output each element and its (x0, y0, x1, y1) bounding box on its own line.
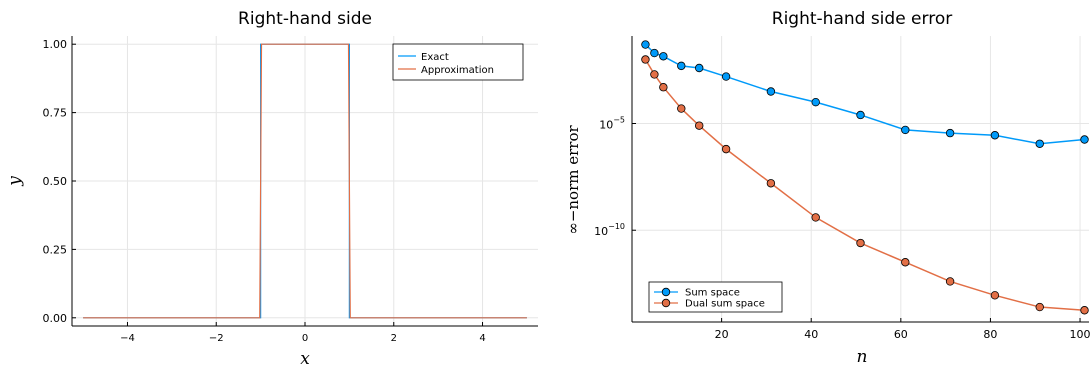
x-tick-label: 2 (391, 333, 397, 344)
y-tick-label: 1.00 (43, 38, 68, 51)
data-point-sum-space (721, 72, 731, 81)
x-tick-label: 4 (479, 333, 485, 344)
y-tick-label: 10−10 (594, 222, 625, 238)
data-point-sum-space (659, 52, 668, 61)
y-tick-label: 10−5 (599, 116, 625, 132)
legend-label-approximation: Approximation (421, 65, 494, 76)
y-tick-label: 0.00 (43, 312, 68, 325)
y-axis-label: y (5, 176, 25, 187)
data-point-dual-sum-space (811, 213, 820, 222)
x-tick-label: 20 (715, 328, 729, 341)
chart-title: Right-hand side error (772, 9, 952, 29)
data-point-dual-sum-space (641, 55, 650, 64)
tick-labels: −4 −2 0 2 4 0.00 0.25 0.50 0.75 1.00 (43, 38, 486, 344)
data-point-dual-sum-space (856, 238, 865, 248)
legend-marker-sum-space (661, 287, 671, 297)
data-point-sum-space (856, 110, 865, 120)
data-point-dual-sum-space (721, 144, 731, 154)
chart-right-hand-side: Right-hand side −4 −2 0 2 4 0.00 0.25 0.50 0.75 1… (5, 9, 538, 369)
data-point-dual-sum-space (945, 277, 955, 286)
data-point-dual-sum-space (650, 70, 659, 79)
data-point-sum-space (901, 125, 910, 135)
legend-label-exact: Exact (421, 52, 449, 63)
x-tick-label: 100 (1070, 328, 1091, 341)
chart-right-hand-side-error: Right-hand side error 20 40 60 80 100 10−5 10−… (564, 9, 1091, 367)
data-point-sum-space (811, 97, 820, 107)
series-line-approximation (83, 43, 527, 319)
x-tick-label: 0 (302, 333, 308, 344)
data-point-dual-sum-space (695, 121, 704, 130)
x-tick-label: −2 (209, 333, 224, 344)
data-point-dual-sum-space (990, 291, 1000, 300)
y-tick-label: 0.75 (43, 107, 68, 120)
axes (631, 36, 1089, 323)
data-point-sum-space (677, 61, 686, 71)
data-point-sum-space (641, 40, 650, 49)
legend-box (392, 43, 524, 81)
data-point-dual-sum-space (1035, 302, 1044, 312)
y-tick-label: 0.25 (43, 243, 68, 256)
data-point-sum-space (1080, 135, 1089, 144)
series-lines (83, 43, 527, 319)
x-axis-label: n (857, 347, 868, 367)
x-tick-label: −4 (120, 333, 135, 344)
x-tick-label: 60 (894, 328, 908, 341)
data-point-sum-space (1035, 139, 1044, 148)
x-tick-label: 80 (983, 328, 997, 341)
series-line-sum-space (644, 43, 1085, 145)
x-axis-label: x (300, 349, 310, 369)
data-point-dual-sum-space (766, 179, 776, 188)
y-axis-label: ∞−norm error (564, 125, 582, 235)
data-point-dual-sum-space (901, 258, 910, 267)
data-point-sum-space (766, 87, 776, 96)
data-point-sum-space (945, 128, 955, 138)
y-tick-label: 0.50 (43, 175, 68, 188)
legend-label-dual-sum-space: Dual sum space (685, 299, 765, 310)
data-point-dual-sum-space (677, 104, 686, 113)
data-point-sum-space (695, 63, 704, 73)
chart-title: Right-hand side (238, 9, 372, 29)
legend-box (648, 281, 783, 313)
data-point-sum-space (650, 48, 659, 58)
data-point-dual-sum-space (659, 83, 668, 92)
data-point-dual-sum-space (1080, 306, 1089, 315)
series-lines (641, 40, 1089, 315)
grid (632, 36, 1089, 322)
series-line-dual-sum-space (644, 59, 1085, 312)
legend-label-sum-space: Sum space (685, 288, 740, 299)
legend-marker-dual-sum-space (661, 298, 671, 308)
data-point-sum-space (990, 131, 1000, 140)
legend: Sum space Dual sum space (648, 281, 783, 313)
x-tick-label: 40 (804, 328, 818, 341)
legend: Exact Approximation (392, 43, 524, 81)
axes (71, 36, 538, 327)
